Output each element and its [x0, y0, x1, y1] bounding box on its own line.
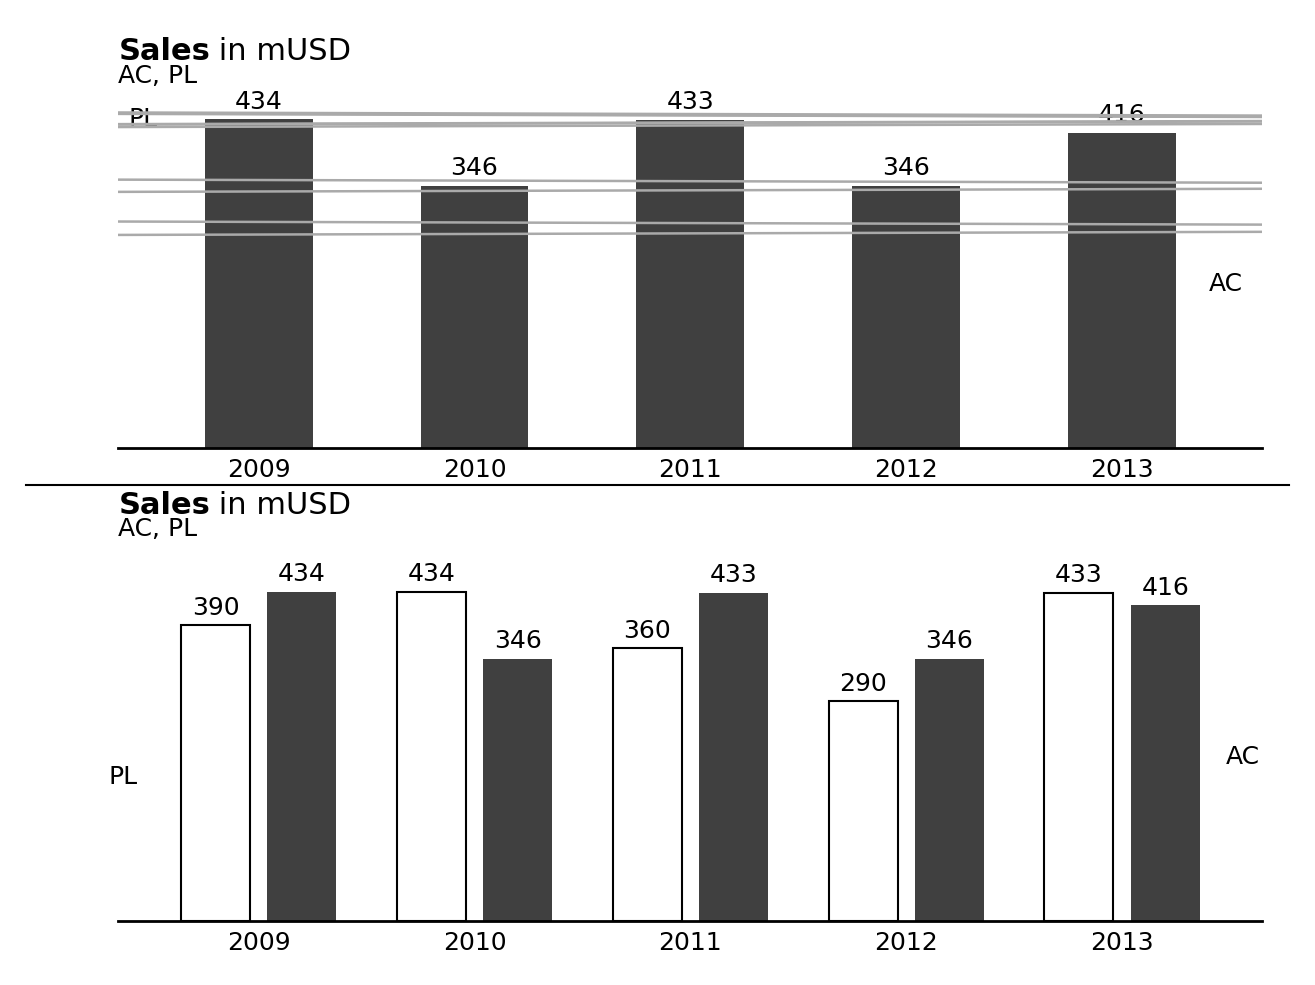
- Text: 434: 434: [408, 562, 455, 586]
- Text: in mUSD: in mUSD: [209, 491, 351, 519]
- Bar: [700, 593, 768, 921]
- Bar: [181, 625, 250, 921]
- Text: 433: 433: [667, 91, 714, 114]
- Bar: [852, 186, 960, 448]
- Text: 433: 433: [710, 563, 757, 587]
- Bar: [267, 592, 337, 921]
- Text: 346: 346: [493, 629, 542, 653]
- Bar: [483, 659, 552, 921]
- Text: 416: 416: [1141, 576, 1189, 600]
- Text: 434: 434: [277, 562, 326, 586]
- Text: AC, PL: AC, PL: [118, 64, 197, 88]
- Text: 290: 290: [839, 672, 886, 695]
- Bar: [915, 659, 984, 921]
- Bar: [636, 120, 744, 448]
- Bar: [1068, 133, 1176, 448]
- Bar: [421, 186, 529, 448]
- Text: 433: 433: [1055, 563, 1103, 587]
- Text: in mUSD: in mUSD: [209, 37, 351, 66]
- Text: 434: 434: [234, 90, 283, 113]
- Text: AC, PL: AC, PL: [118, 517, 197, 541]
- Bar: [1131, 606, 1199, 921]
- Text: PL: PL: [128, 107, 158, 131]
- Text: 346: 346: [882, 157, 930, 180]
- Bar: [828, 701, 898, 921]
- Text: 346: 346: [451, 157, 498, 180]
- Text: 390: 390: [192, 596, 239, 620]
- Bar: [205, 119, 313, 448]
- Text: 360: 360: [623, 619, 671, 642]
- Text: 346: 346: [926, 629, 973, 653]
- Text: Sales: Sales: [118, 491, 210, 519]
- Text: PL: PL: [109, 765, 138, 789]
- Text: Sales: Sales: [118, 37, 210, 66]
- Text: AC: AC: [1226, 745, 1260, 769]
- Text: AC: AC: [1208, 272, 1243, 296]
- Bar: [397, 592, 466, 921]
- Bar: [613, 648, 681, 921]
- Text: 416: 416: [1098, 103, 1147, 127]
- Bar: [1044, 593, 1114, 921]
